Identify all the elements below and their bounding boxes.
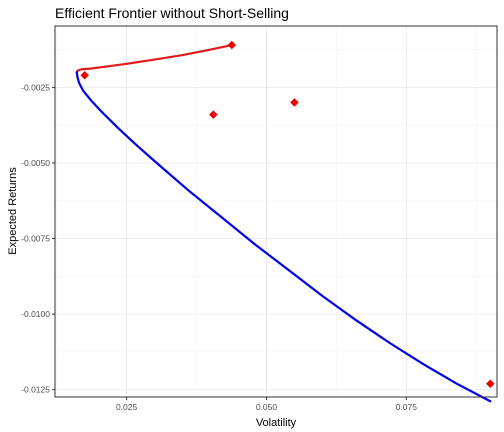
frontier-line-1 [75, 71, 492, 403]
x-tick-label: 0.025 [116, 402, 138, 412]
y-tick-label: -0.0100 [21, 309, 50, 319]
x-axis: 0.025 0.050 0.075 [116, 397, 417, 412]
x-tick-label: 0.050 [256, 402, 278, 412]
y-axis: -0.0025 -0.0050 -0.0075 -0.0100 -0.0125 [21, 82, 55, 395]
grid [55, 26, 497, 397]
frontier-line-0 [75, 43, 233, 74]
asset-point [208, 110, 218, 119]
y-tick-label: -0.0025 [21, 82, 50, 92]
y-tick-label: -0.0125 [21, 385, 50, 395]
y-tick-label: -0.0075 [21, 234, 50, 244]
series-layer [75, 43, 492, 403]
asset-point [80, 70, 90, 80]
panel-border [54, 25, 498, 398]
x-axis-label: Volatility [256, 417, 297, 429]
asset-point [227, 40, 237, 50]
x-tick-label: 0.075 [396, 402, 418, 412]
points-layer [80, 40, 495, 389]
y-axis-label: Expected Returns [7, 167, 19, 255]
asset-point [485, 379, 495, 389]
chart-title: Efficient Frontier without Short-Selling [55, 5, 289, 21]
y-tick-label: -0.0050 [21, 158, 50, 168]
asset-point [290, 98, 299, 107]
